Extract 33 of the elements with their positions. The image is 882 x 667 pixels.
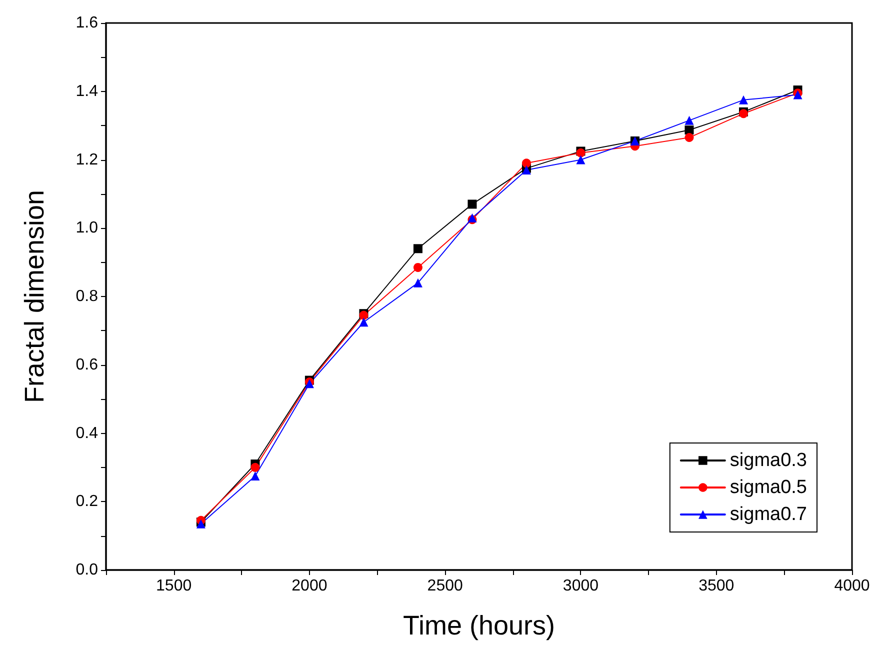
point: [576, 155, 586, 164]
x-tick-label: 3000: [562, 578, 599, 594]
point: [359, 318, 368, 327]
y-tick-label: 1.2: [76, 151, 98, 168]
y-tick-label: 1.4: [76, 82, 98, 100]
y-tick-label: 1.0: [76, 220, 98, 237]
point: [468, 200, 477, 209]
point: [413, 262, 422, 272]
x-tick-label: 4000: [834, 578, 870, 594]
point: [250, 471, 260, 480]
y-axis-title: Fractal dimension: [20, 190, 50, 404]
legend-label: sigma0.5: [730, 477, 808, 498]
y-tick-label: 0.4: [76, 424, 98, 442]
y-tick-label: 0.2: [76, 493, 98, 510]
point: [684, 133, 694, 142]
x-tick-label: 2000: [292, 578, 328, 594]
y-tick-label: 0.8: [76, 288, 98, 305]
point: [413, 244, 422, 254]
x-axis-title: Time (hours): [402, 610, 556, 640]
point: [684, 126, 694, 135]
legend-label: sigma0.3: [730, 450, 808, 471]
point: [684, 116, 694, 125]
point: [522, 158, 531, 168]
point: [738, 95, 748, 104]
x-tick-label: 1500: [156, 578, 192, 594]
point: [250, 462, 260, 472]
legend-label: sigma0.7: [730, 504, 808, 525]
x-tick-label: 3500: [698, 578, 734, 594]
y-tick-label: 0.6: [76, 356, 98, 374]
y-tick-label: 0.0: [76, 562, 98, 578]
x-tick-label: 2500: [427, 578, 463, 594]
point: [413, 278, 422, 288]
y-tick-label: 1.6: [76, 14, 98, 32]
